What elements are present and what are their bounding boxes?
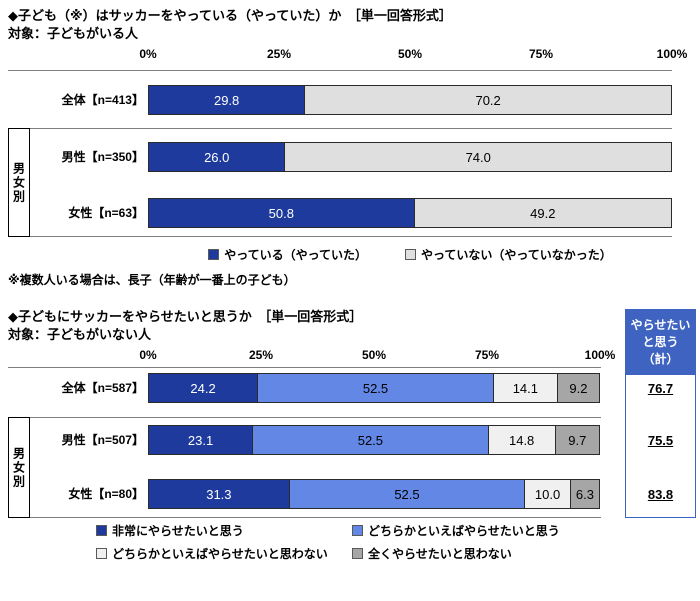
- legend-label: やっていない（やっていなかった）: [421, 248, 612, 262]
- axis-tick-label: 50%: [397, 47, 423, 61]
- bar-segment: 50.8: [148, 198, 415, 228]
- summary-total-value: 76.7: [647, 381, 674, 396]
- bar-segment: 26.0: [148, 142, 286, 172]
- legend-swatch: [96, 525, 107, 536]
- bar-segment: 52.5: [257, 373, 494, 403]
- legend-swatch: [405, 249, 416, 260]
- axis-tick-label: 100%: [656, 47, 688, 61]
- chart1-axis: 0% 25% 50% 75% 100%: [139, 47, 687, 62]
- legend-label: どちらかといえばやらせたいと思わない: [112, 547, 328, 561]
- bar-segment: 70.2: [304, 85, 672, 115]
- category-label: 男性【n=350】: [61, 150, 144, 164]
- legend-label: 全くやらせたいと思わない: [368, 547, 512, 561]
- chart2-title: ◆子どもにサッカーをやらせたいと思うか ［単一回答形式］: [8, 309, 363, 324]
- axis-tick-label: 0%: [139, 47, 157, 61]
- summary-header-line: やらせたい: [630, 318, 691, 332]
- bar-row: 全体【n=413】 29.8 70.2: [0, 85, 700, 115]
- legend-label: やっている（やっていた）: [224, 248, 367, 262]
- summary-header-line: と思う: [642, 335, 679, 349]
- bar-segment: 10.0: [524, 479, 571, 509]
- bar-segment: 6.3: [569, 479, 600, 509]
- category-label: 女性【n=63】: [68, 206, 144, 220]
- bar-row: 女性【n=80】 31.3 52.5 10.0 6.3: [0, 479, 700, 509]
- bar-segment: 29.8: [148, 85, 306, 115]
- legend-item: どちらかといえばやらせたいと思う: [352, 522, 560, 539]
- bar-row: 男性【n=507】 23.1 52.5 14.8 9.7: [0, 425, 700, 455]
- bar-segment: 14.1: [492, 373, 558, 403]
- bar-row: 全体【n=587】 24.2 52.5 14.1 9.2: [0, 373, 700, 403]
- bar-segment: 9.2: [556, 373, 600, 403]
- chart1-legend: やっている（やっていた） やっていない（やっていなかった）: [148, 246, 672, 263]
- legend-swatch: [96, 548, 107, 559]
- bar-segment: 24.2: [148, 373, 259, 403]
- chart1-gender-group-label: 男女別: [8, 128, 30, 237]
- summary-total-box: やらせたい と思う （計） 76.7 75.5 83.8: [625, 309, 696, 518]
- category-label: 全体【n=413】: [61, 93, 144, 107]
- summary-header-line: （計）: [642, 352, 679, 366]
- bar-row: 女性【n=63】 50.8 49.2: [0, 198, 700, 228]
- bar-track: 26.0 74.0: [148, 142, 672, 172]
- axis-tick-label: 75%: [528, 47, 554, 61]
- summary-header: やらせたい と思う （計）: [626, 310, 695, 375]
- legend-label: どちらかといえばやらせたいと思う: [368, 524, 560, 538]
- chart2-gender-group-label: 男女別: [8, 417, 30, 518]
- bar-segment: 9.7: [554, 425, 600, 455]
- bar-track: 23.1 52.5 14.8 9.7: [148, 425, 600, 455]
- axis-tick-label: 75%: [474, 348, 500, 362]
- chart2-target-label: 対象：子どもがいない人: [8, 327, 152, 342]
- separator-line: [8, 236, 672, 237]
- bar-track: 29.8 70.2: [148, 85, 672, 115]
- bar-segment: 31.3: [148, 479, 290, 509]
- chart1-target-label: 対象：子どもがいる人: [8, 26, 139, 41]
- legend-swatch: [208, 249, 220, 260]
- legend-item: 非常にやらせたいと思う: [96, 522, 352, 539]
- axis-tick-label: 50%: [361, 348, 387, 362]
- bar-segment: 23.1: [148, 425, 254, 455]
- axis-tick-label: 100%: [584, 348, 616, 362]
- category-label: 男性【n=507】: [61, 433, 144, 447]
- category-label: 全体【n=587】: [61, 381, 144, 395]
- separator-line: [8, 517, 601, 518]
- chart2-legend: 非常にやらせたいと思う どちらかといえばやらせたいと思うどちらかといえばやらせたい…: [96, 522, 560, 562]
- chart1-footnote: ※複数人いる場合は、長子（年齢が一番上の子ども）: [8, 273, 296, 287]
- bar-track: 50.8 49.2: [148, 198, 672, 228]
- summary-total-value: 83.8: [647, 487, 674, 502]
- bar-segment: 74.0: [284, 142, 672, 172]
- axis-tick-label: 0%: [139, 348, 157, 362]
- category-label: 女性【n=80】: [68, 487, 144, 501]
- bar-segment: 52.5: [252, 425, 489, 455]
- legend-label: 非常にやらせたいと思う: [112, 524, 244, 538]
- legend-item: やっていない（やっていなかった）: [405, 246, 612, 263]
- bar-segment: 49.2: [413, 198, 672, 228]
- summary-total-value: 75.5: [647, 433, 674, 448]
- separator-line: [8, 367, 601, 368]
- legend-swatch: [352, 548, 363, 559]
- legend-item: 全くやらせたいと思わない: [352, 545, 560, 562]
- chart2-axis: 0% 25% 50% 75% 100%: [139, 348, 615, 363]
- legend-item: やっている（やっていた）: [208, 246, 367, 263]
- separator-line: [8, 417, 601, 418]
- legend-item: どちらかといえばやらせたいと思わない: [96, 545, 352, 562]
- bar-segment: 52.5: [288, 479, 526, 509]
- bar-row: 男性【n=350】 26.0 74.0: [0, 142, 700, 172]
- separator-line: [8, 70, 672, 71]
- bar-track: 31.3 52.5 10.0 6.3: [148, 479, 600, 509]
- legend-swatch: [352, 525, 363, 536]
- bar-segment: 14.8: [487, 425, 556, 455]
- bar-track: 24.2 52.5 14.1 9.2: [148, 373, 600, 403]
- separator-line: [8, 128, 672, 129]
- axis-tick-label: 25%: [248, 348, 274, 362]
- axis-tick-label: 25%: [266, 47, 292, 61]
- chart1-title: ◆子ども（※）はサッカーをやっている（やっていた）か ［単一回答形式］: [8, 8, 452, 23]
